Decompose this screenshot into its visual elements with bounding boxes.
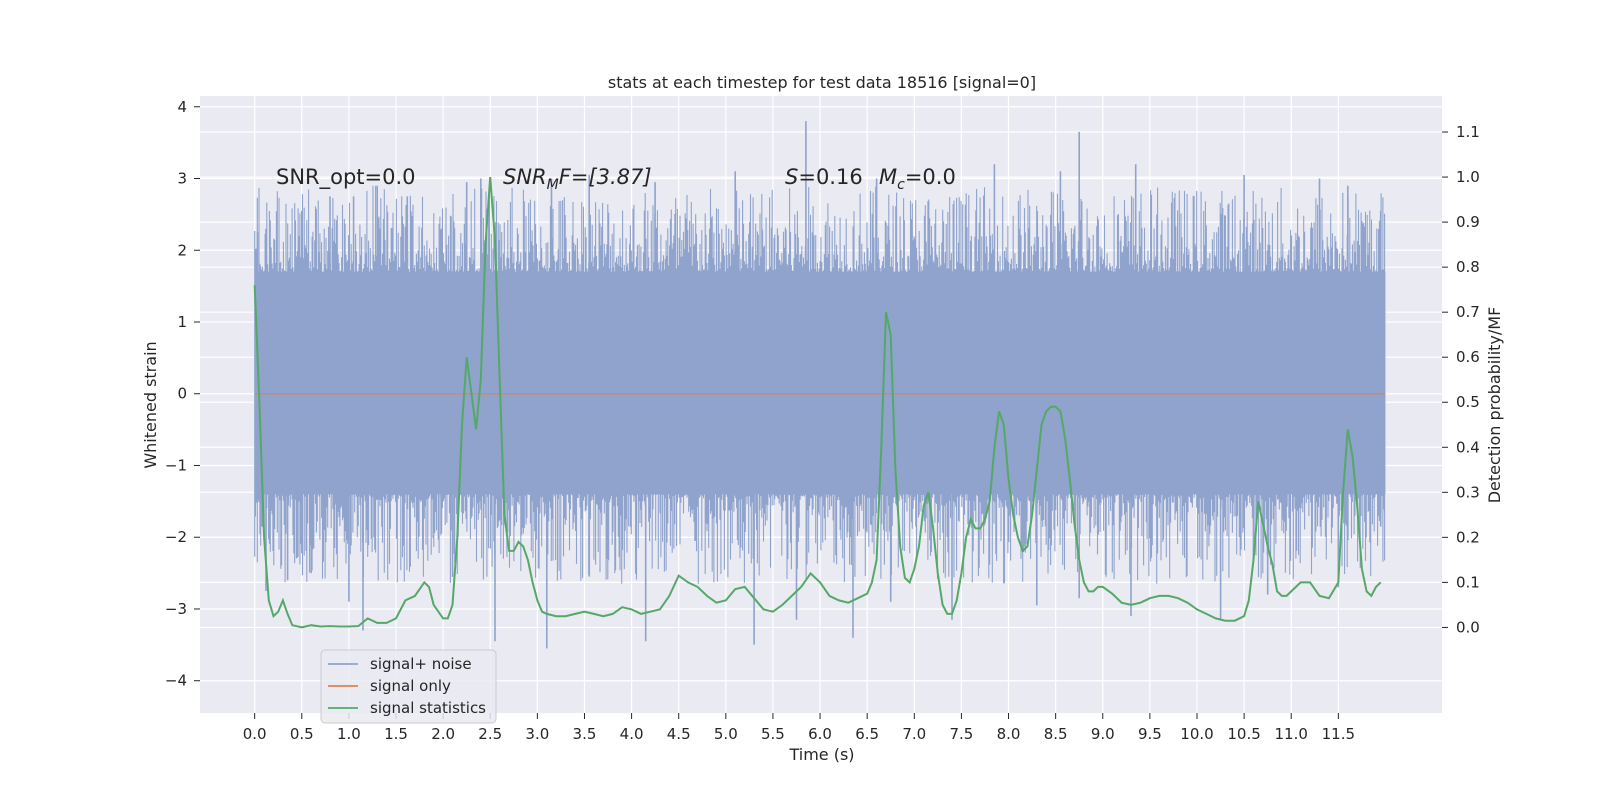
- annotation-snr-mf-sub: M: [547, 177, 559, 193]
- legend-box: [320, 649, 497, 724]
- x-tick-label: 7.5: [949, 725, 973, 743]
- y2-tick-label: 0.3: [1456, 483, 1480, 501]
- x-tick-label: 8.0: [997, 725, 1021, 743]
- y2-tick-label: 0.5: [1456, 393, 1480, 411]
- x-tick-label: 3.0: [525, 725, 549, 743]
- y-tick-label: −2: [165, 528, 187, 546]
- y2-tick-label: 1.0: [1456, 168, 1480, 186]
- annotation-mc-name: M: [879, 165, 897, 189]
- y-tick-label: −1: [165, 456, 187, 474]
- signal-noise-extremes: [256, 121, 1382, 649]
- x-tick-label: 5.5: [761, 725, 785, 743]
- x-tick-label: 10.5: [1227, 725, 1260, 743]
- y-tick-label: −3: [165, 600, 187, 618]
- annotation-s: S=0.16: [785, 165, 863, 189]
- y-tick-label: −4: [165, 672, 187, 690]
- annotation-mc-sub: c: [897, 177, 905, 193]
- signal-statistics-series: [253, 177, 1382, 629]
- y2-axis-ticks: 1.1 1.0 0.9 0.8 0.7 0.6 0.5 0.4 0.3 0.2 0.1 0.0: [1442, 123, 1480, 636]
- annotation-snr-mf: SNRMF=[3.87]: [503, 165, 652, 193]
- annotation-snr-mf-suffix: F=[3.87]: [559, 165, 652, 189]
- y-axis-label: Whitened strain: [141, 341, 160, 468]
- y-tick-label: 3: [177, 170, 187, 188]
- annotation-snr-opt: SNR_opt=0.0: [276, 165, 416, 190]
- x-tick-label: 7.0: [902, 725, 926, 743]
- x-tick-label: 4.5: [667, 725, 691, 743]
- y2-tick-label: 0.2: [1456, 528, 1480, 546]
- x-tick-label: 6.5: [855, 725, 879, 743]
- annotation-s-name: S: [785, 165, 798, 189]
- y2-tick-label: 0.7: [1456, 303, 1480, 321]
- x-tick-label: 8.5: [1044, 725, 1068, 743]
- x-tick-label: 11.0: [1275, 725, 1308, 743]
- x-axis-label: Time (s): [788, 745, 854, 764]
- legend-label-signal-statistics: signal statistics: [370, 699, 486, 717]
- x-tick-label: 10.0: [1180, 725, 1213, 743]
- y2-tick-label: 0.8: [1456, 258, 1480, 276]
- x-tick-label: 0.0: [243, 725, 267, 743]
- annotation-mc-value: =0.0: [905, 165, 956, 189]
- y2-tick-label: 0.9: [1456, 213, 1480, 231]
- annotation-snr-mf-name: SNR: [503, 165, 547, 189]
- y2-tick-label: 0.0: [1456, 618, 1480, 636]
- y2-tick-label: 1.1: [1456, 123, 1480, 141]
- x-tick-label: 6.0: [808, 725, 832, 743]
- x-tick-label: 1.0: [337, 725, 361, 743]
- legend-label-signal-noise: signal+ noise: [370, 655, 472, 673]
- chart-title: stats at each timestep for test data 185…: [608, 73, 1036, 92]
- x-tick-label: 5.0: [714, 725, 738, 743]
- x-tick-label: 4.0: [620, 725, 644, 743]
- y-tick-label: 1: [177, 313, 187, 331]
- signal-noise-series: [254, 121, 1386, 649]
- x-tick-label: 2.0: [431, 725, 455, 743]
- signal-statistics-line: [253, 177, 1382, 629]
- annotation-mc: Mc=0.0: [879, 165, 956, 193]
- x-tick-label: 11.5: [1322, 725, 1355, 743]
- x-tick-label: 9.5: [1138, 725, 1162, 743]
- y-tick-label: 4: [177, 98, 187, 116]
- legend-label-signal-only: signal only: [370, 677, 451, 695]
- x-tick-label: 9.0: [1091, 725, 1115, 743]
- y2-tick-label: 0.6: [1456, 348, 1480, 366]
- y2-axis-label: Detection probability/MF: [1485, 307, 1504, 504]
- x-tick-label: 0.5: [290, 725, 314, 743]
- x-tick-label: 1.5: [384, 725, 408, 743]
- y2-tick-label: 0.1: [1456, 573, 1480, 591]
- x-axis-ticks: 0.0 0.5 1.0 1.5 2.0 2.5 3.0 3.5 4.0 4.5 5.0 5.5 6.0 6…: [243, 713, 1355, 743]
- y-axis-ticks: 4 3 2 1 0 −1 −2 −3 −4: [165, 98, 200, 690]
- annotation-s-value: =0.16: [798, 165, 862, 189]
- x-tick-label: 2.5: [478, 725, 502, 743]
- legend: signal+ noise signal only signal statist…: [320, 649, 497, 724]
- x-tick-label: 3.5: [573, 725, 597, 743]
- y2-tick-label: 0.4: [1456, 438, 1480, 456]
- y-tick-label: 0: [177, 385, 187, 403]
- y-tick-label: 2: [177, 241, 187, 259]
